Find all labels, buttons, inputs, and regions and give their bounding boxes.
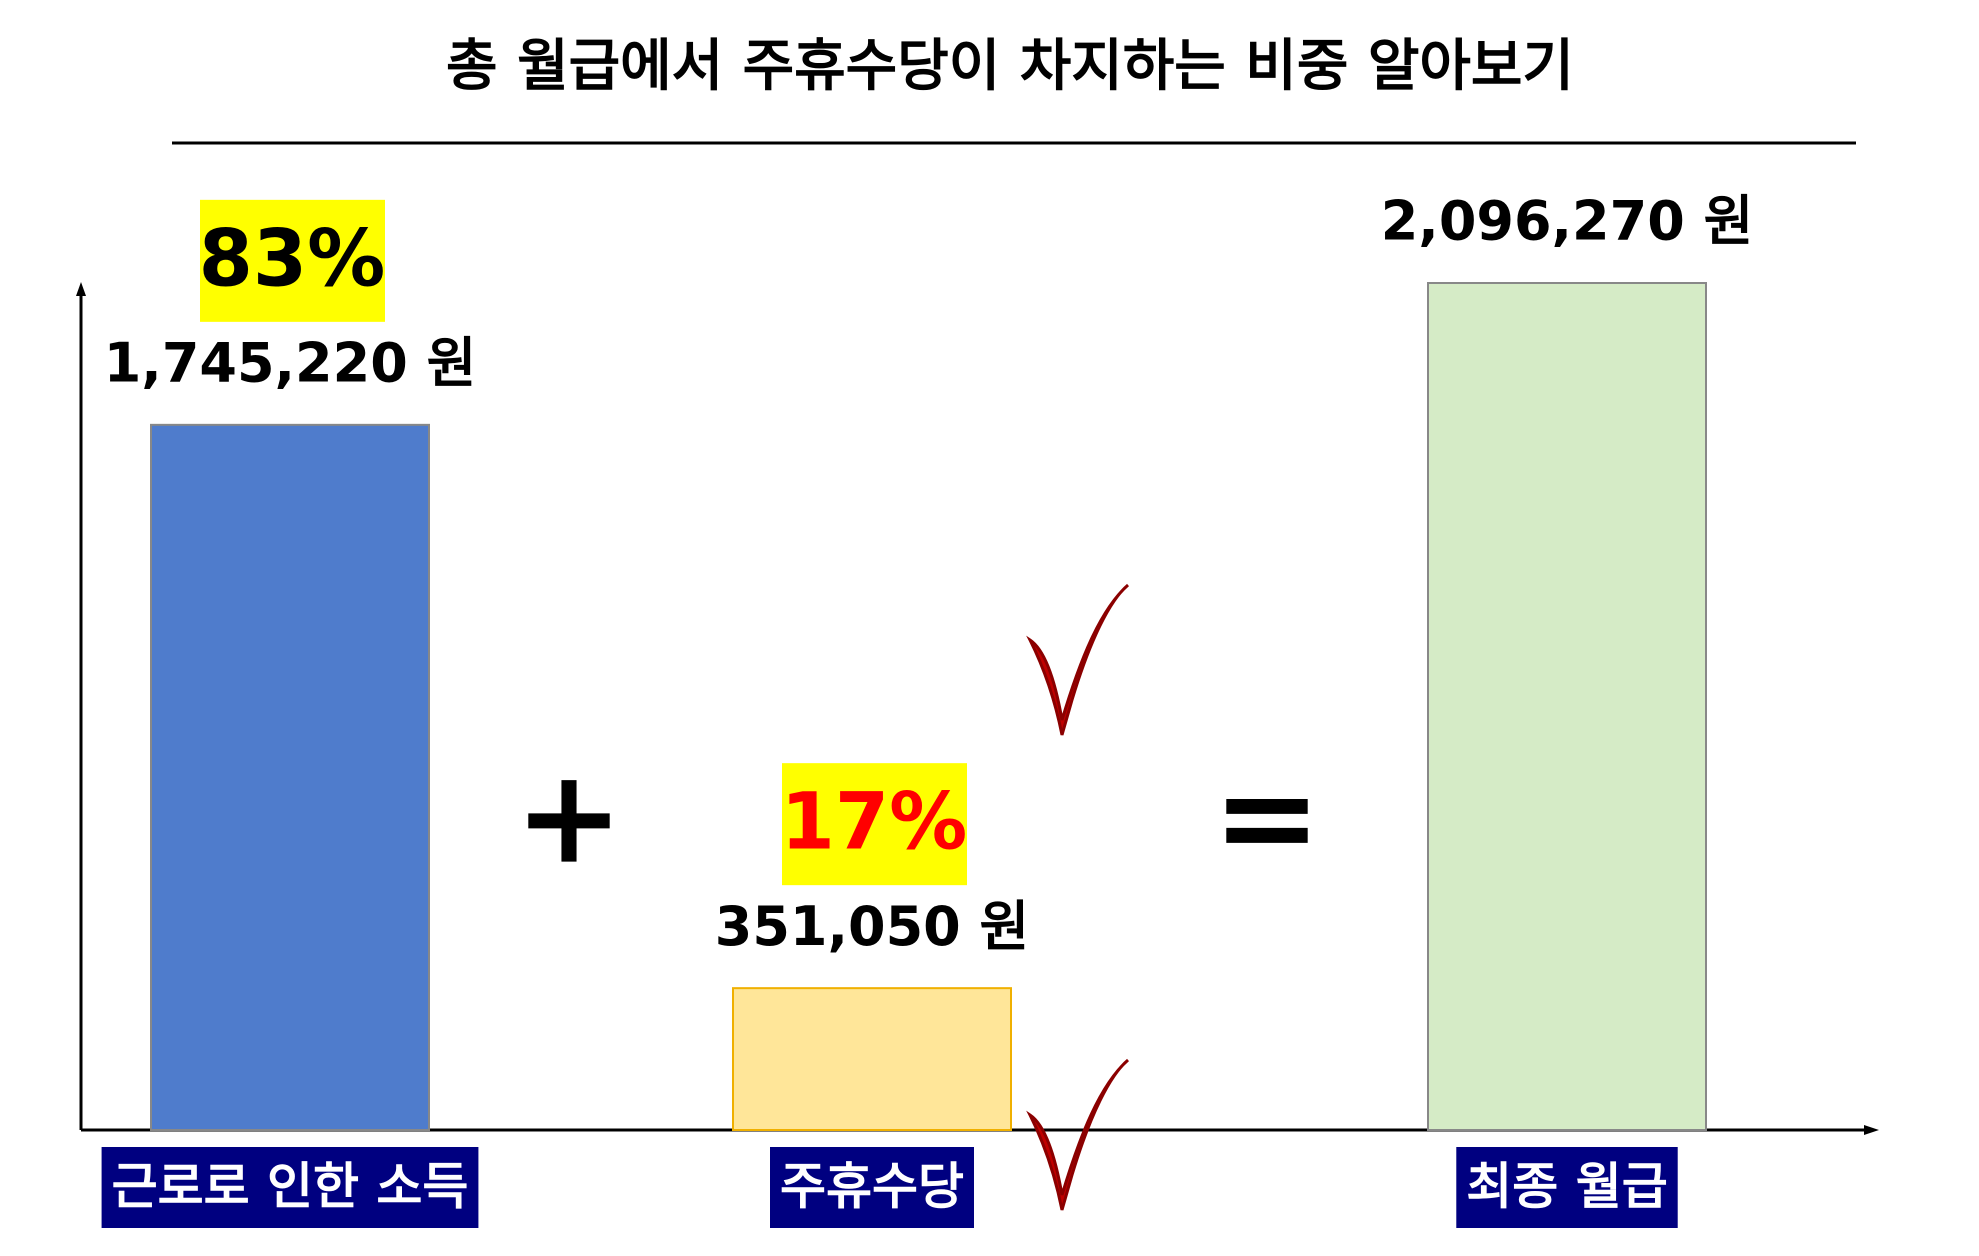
check-mark [1026,583,1129,736]
x-tick-label: 최종 월급 [1466,1158,1667,1216]
check-mark [1026,1058,1129,1211]
x-axis-arrow [1864,1125,1879,1135]
x-tick-label: 주휴수당 [780,1158,964,1216]
x-tick-label: 근로로 인한 소득 [112,1158,469,1216]
x-tick-label-bg [101,1147,479,1228]
bar [1427,282,1707,1131]
y-axis-arrow [76,282,86,296]
x-tick-label-bg [770,1147,974,1228]
operator: + [515,741,624,893]
chart-title: 총 월급에서 주휴수당이 차지하는 비중 알아보기 [446,34,1574,99]
bar [732,987,1012,1131]
operator: = [1213,741,1322,893]
share-label: 17% [781,778,968,868]
share-label-bg [200,199,385,322]
share-label: 83% [199,214,386,304]
share-label-bg [782,763,967,886]
value-label: 351,050 원 [715,895,1029,958]
x-tick-label-bg [1456,1147,1678,1228]
value-label: 2,096,270 원 [1381,190,1754,253]
value-label: 1,745,220 원 [104,331,477,394]
bar [150,423,430,1131]
